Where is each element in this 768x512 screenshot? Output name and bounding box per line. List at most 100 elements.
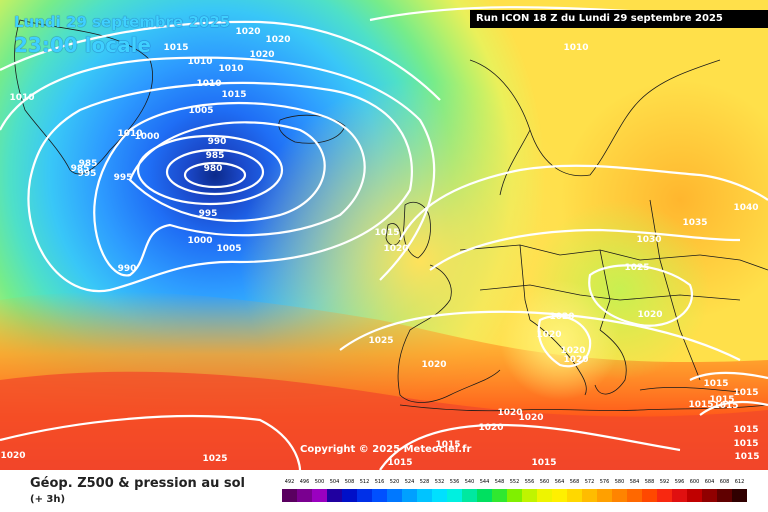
scale-tick-label: 584 (629, 479, 640, 485)
scale-tick-label: 508 (344, 479, 355, 485)
scale-swatch (327, 489, 342, 502)
scale-tick-label: 612 (734, 479, 745, 485)
isobar-label: 1015 (374, 228, 399, 238)
scale-swatch (462, 489, 477, 502)
isobar-label: 995 (114, 173, 133, 183)
scale-tick-label: 536 (449, 479, 460, 485)
isobar-label: 985 (206, 151, 225, 161)
scale-swatch (672, 489, 687, 502)
scale-tick-label: 580 (614, 479, 625, 485)
scale-swatch (402, 489, 417, 502)
scale-swatch (612, 489, 627, 502)
scale-swatch (702, 489, 717, 502)
forecast-time: 23:00 locale (14, 33, 151, 57)
isobar-label: 1040 (733, 203, 758, 213)
isobar-label: 995 (199, 209, 218, 219)
legend-subtitle: (+ 3h) (30, 494, 66, 505)
isobar-label: 1015 (221, 90, 246, 100)
isobar-label: 985 (71, 164, 90, 174)
isobar-label: 1035 (682, 218, 707, 228)
scale-tick-label: 544 (479, 479, 490, 485)
isobar-label: 1015 (387, 458, 412, 468)
isobar-label: 1000 (134, 132, 159, 142)
isobar-label: 1015 (688, 400, 713, 410)
scale-tick-label: 528 (419, 479, 430, 485)
isobar-label: 1010 (9, 93, 34, 103)
scale-tick-label: 568 (569, 479, 580, 485)
scale-tick-label: 552 (509, 479, 520, 485)
isobar-label: 1020 (637, 310, 662, 320)
scale-tick-label: 572 (584, 479, 595, 485)
isobar-label: 1015 (435, 440, 460, 450)
isobar-label: 1015 (703, 379, 728, 389)
isobar-label: 1020 (0, 451, 25, 461)
isobar-labels: 1020102010151020101010101010101510101005… (0, 27, 759, 468)
isobar-label: 1015 (733, 388, 758, 398)
scale-swatch (642, 489, 657, 502)
scale-tick-label: 516 (374, 479, 385, 485)
forecast-date: Lundi 29 septembre 2025 (14, 13, 231, 31)
scale-swatch (312, 489, 327, 502)
scale-swatch (717, 489, 732, 502)
scale-swatch (537, 489, 552, 502)
scale-tick-label: 512 (359, 479, 370, 485)
legend-title: Géop. Z500 & pression au sol (30, 476, 245, 491)
scale-swatch (492, 489, 507, 502)
isobar-label: 1025 (368, 336, 393, 346)
scale-tick-label: 496 (299, 479, 310, 485)
scale-tick-label: 564 (554, 479, 565, 485)
scale-tick-label: 532 (434, 479, 445, 485)
scale-tick-label: 592 (659, 479, 670, 485)
isobar-label: 990 (118, 264, 137, 274)
scale-tick-label: 540 (464, 479, 475, 485)
isobar-label: 1000 (187, 236, 212, 246)
scale-swatch (627, 489, 642, 502)
scale-tick-label: 576 (599, 479, 610, 485)
isobar-label: 985 (79, 159, 98, 169)
scale-swatch (567, 489, 582, 502)
isobar-label: 1030 (636, 235, 661, 245)
scale-swatch (477, 489, 492, 502)
isobars (0, 6, 768, 470)
model-run-banner: Run ICON 18 Z du Lundi 29 septembre 2025 (470, 10, 768, 28)
scale-swatch (732, 489, 747, 502)
isobar-label: 990 (208, 137, 227, 147)
isobar-label: 1020 (478, 423, 503, 433)
isobar-label: 1020 (235, 27, 260, 37)
scale-tick-label: 560 (539, 479, 550, 485)
scale-swatch (387, 489, 402, 502)
isobar-label: 1020 (421, 360, 446, 370)
scale-tick-label: 548 (494, 479, 505, 485)
isobar-label: 1015 (713, 401, 738, 411)
scale-swatch (522, 489, 537, 502)
forecast-map: 1020 1020 1015 1020 1010 1010 1010 1015 1010 1005… (0, 0, 768, 470)
isobar-label: 1010 (563, 43, 588, 53)
scale-tick-label: 520 (389, 479, 400, 485)
scale-tick-label: 604 (704, 479, 715, 485)
scale-swatch (687, 489, 702, 502)
isobar-label: 1015 (531, 458, 556, 468)
isobar-label: 1015 (733, 425, 758, 435)
isobar-label: 1020 (383, 244, 408, 254)
scale-swatch (342, 489, 357, 502)
scale-swatch (417, 489, 432, 502)
scale-swatch (552, 489, 567, 502)
scale-tick-label: 600 (689, 479, 700, 485)
scale-tick-label: 588 (644, 479, 655, 485)
isobar-label: 1015 (163, 43, 188, 53)
scale-tick-label: 504 (329, 479, 340, 485)
isobar-label: 1010 (218, 64, 243, 74)
isobar-label: 1020 (560, 346, 585, 356)
scale-tick-label: 500 (314, 479, 325, 485)
scale-swatch (597, 489, 612, 502)
isobar-label: 1015 (709, 395, 734, 405)
isobar-label: 980 (204, 164, 223, 174)
scale-swatch (507, 489, 522, 502)
isobar-label: 1005 (216, 244, 241, 254)
isobar-label: 1020 (497, 408, 522, 418)
scale-swatch (657, 489, 672, 502)
scale-swatch (357, 489, 372, 502)
isobar-label: 1025 (202, 454, 227, 464)
scale-tick-label: 596 (674, 479, 685, 485)
isobar-label: 1020 (536, 330, 561, 340)
